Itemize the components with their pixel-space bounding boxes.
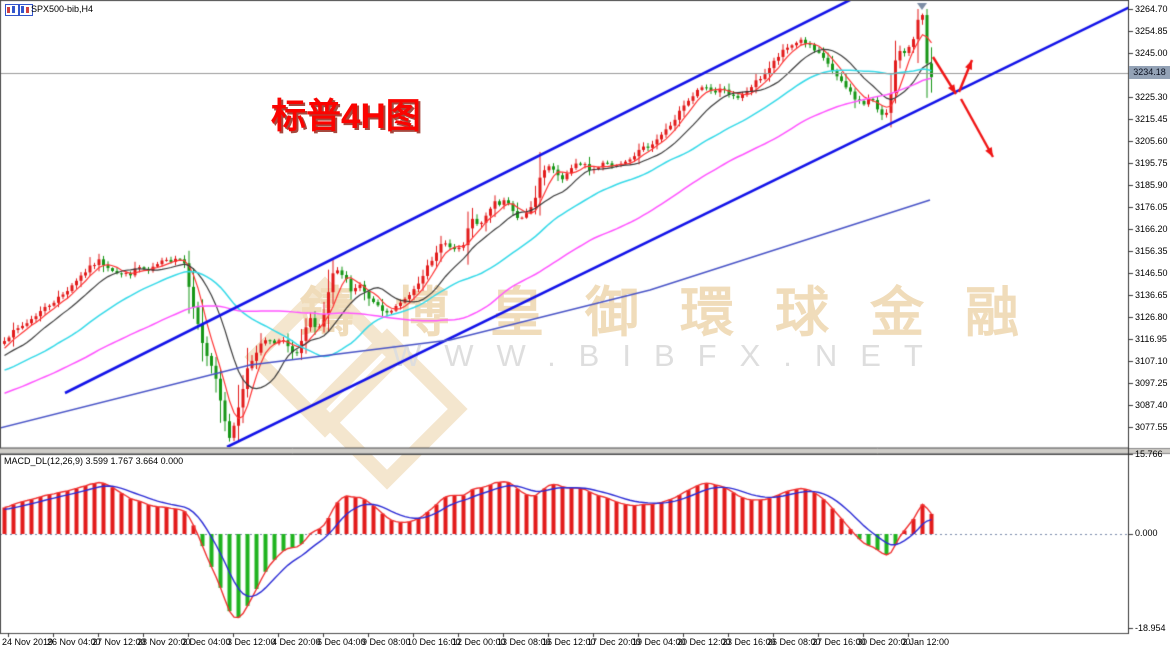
price-axis-label: 3205.60 bbox=[1135, 135, 1168, 146]
time-axis-label: 30 Dec 20:00 bbox=[857, 637, 911, 647]
time-axis-label: 26 Nov 04:00 bbox=[47, 637, 101, 647]
time-axis-label: 9 Dec 08:00 bbox=[362, 637, 411, 647]
price-axis-label: 3107.10 bbox=[1135, 355, 1168, 366]
price-axis-label: 3215.45 bbox=[1135, 113, 1168, 124]
macd-axis-min-label: -18.954 bbox=[1135, 623, 1166, 633]
time-axis-label: 27 Nov 12:00 bbox=[92, 637, 146, 647]
price-axis-label: 3195.75 bbox=[1135, 157, 1168, 168]
macd-axis-zero-label: 0.000 bbox=[1135, 528, 1158, 538]
time-axis-label: 27 Dec 16:00 bbox=[812, 637, 866, 647]
time-axis-label: 17 Dec 20:00 bbox=[587, 637, 641, 647]
price-axis-label: 3087.40 bbox=[1135, 399, 1168, 410]
chart-title-annotation: 标普4H图 bbox=[271, 97, 421, 136]
time-axis-label: 4 Dec 20:00 bbox=[272, 637, 321, 647]
current-price-box: 3234.18 bbox=[1129, 66, 1170, 79]
price-axis-label: 3264.70 bbox=[1135, 4, 1168, 14]
time-axis-label: 24 Nov 2019 bbox=[2, 637, 54, 647]
time-axis-label: 19 Dec 04:00 bbox=[632, 637, 686, 647]
price-axis-label: 3225.30 bbox=[1135, 91, 1168, 102]
time-axis-label: 10 Dec 16:00 bbox=[407, 637, 461, 647]
bar-chart-icon bbox=[5, 4, 19, 16]
price-axis-label: 3126.80 bbox=[1135, 311, 1168, 322]
price-axis-label: 3166.20 bbox=[1135, 223, 1168, 234]
time-axis-label: 23 Dec 16:00 bbox=[722, 637, 776, 647]
time-axis-label: 2 Dec 04:00 bbox=[182, 637, 231, 647]
price-axis-label: 3176.05 bbox=[1135, 201, 1168, 212]
macd-axis-max-label: 15.766 bbox=[1135, 449, 1163, 459]
price-axis-label: 3136.65 bbox=[1135, 289, 1168, 300]
symbol-timeframe-label: SPX500-bib,H4 bbox=[31, 4, 94, 14]
time-axis-label: 20 Dec 12:00 bbox=[677, 637, 731, 647]
price-axis-label: 3185.90 bbox=[1135, 179, 1168, 190]
time-axis-label: 28 Nov 20:00 bbox=[137, 637, 191, 647]
time-axis-label: 12 Dec 00:00 bbox=[452, 637, 506, 647]
price-axis-label: 3097.25 bbox=[1135, 377, 1168, 388]
time-axis-label: 13 Dec 08:00 bbox=[497, 637, 551, 647]
macd-indicator-label: MACD_DL(12,26,9) 3.599 1.767 3.664 0.000 bbox=[4, 456, 184, 466]
price-axis-label: 3077.55 bbox=[1135, 421, 1168, 432]
price-axis-label: 3156.35 bbox=[1135, 245, 1168, 256]
price-axis-label: 3116.95 bbox=[1135, 333, 1167, 344]
time-axis-label: 6 Dec 04:00 bbox=[317, 637, 366, 647]
time-axis-label: 2 Jan 12:00 bbox=[902, 637, 950, 647]
price-axis-label: 3146.50 bbox=[1135, 267, 1168, 278]
time-axis-label: 16 Dec 12:00 bbox=[542, 637, 596, 647]
price-axis-label: 3245.00 bbox=[1135, 47, 1168, 58]
price-axis-label: 3254.85 bbox=[1135, 25, 1168, 36]
time-axis-label: 3 Dec 12:00 bbox=[227, 637, 276, 647]
time-axis-label: 26 Dec 08:00 bbox=[767, 637, 821, 647]
candlestick-chart-icon bbox=[19, 4, 33, 16]
